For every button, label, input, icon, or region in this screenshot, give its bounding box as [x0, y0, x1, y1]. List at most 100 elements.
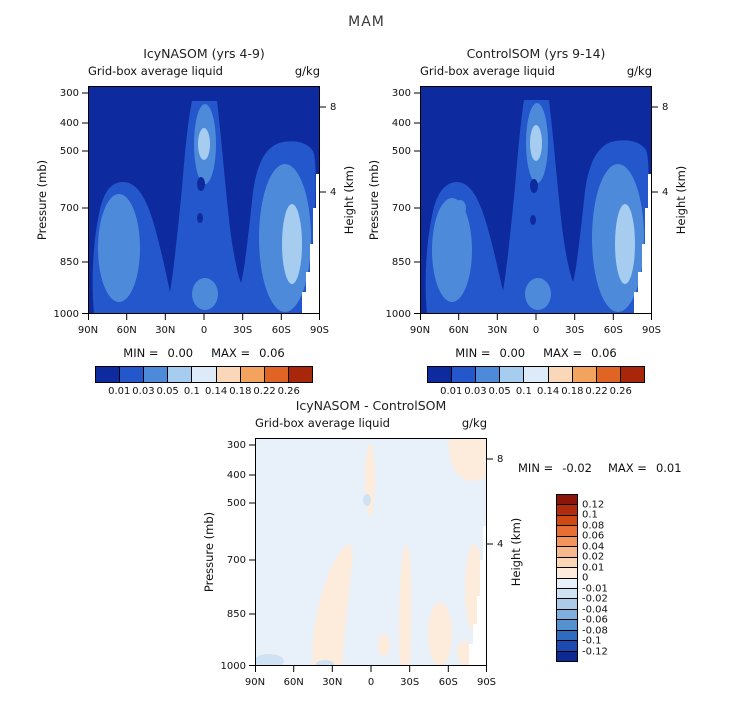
svg-text:30S: 30S — [233, 325, 252, 336]
svg-text:90N: 90N — [245, 677, 265, 688]
svg-text:500: 500 — [392, 146, 411, 157]
y-right-tick-labels: 8 4 — [330, 102, 336, 198]
svg-text:60N: 60N — [449, 325, 469, 336]
svg-text:90S: 90S — [477, 677, 496, 688]
y-right-ticks — [652, 106, 658, 193]
svg-text:700: 700 — [227, 555, 246, 566]
max-value: 0.06 — [259, 346, 285, 360]
svg-text:0: 0 — [533, 325, 539, 336]
svg-text:90S: 90S — [310, 325, 329, 336]
svg-text:700: 700 — [392, 203, 411, 214]
svg-text:8: 8 — [662, 102, 668, 113]
units-label: g/kg — [294, 64, 320, 78]
svg-text:0: 0 — [201, 325, 207, 336]
min-value: 0.00 — [499, 346, 526, 360]
panel-title-icynasom: IcyNASOM (yrs 4-9) — [143, 46, 265, 61]
stats-icynasom: MIN = 0.00 MAX = 0.06 — [88, 346, 320, 360]
panel-difference: IcyNASOM - ControlSOM Grid-box average l… — [200, 398, 530, 696]
height-axis-label: Height (km) — [342, 166, 356, 235]
min-label: MIN = — [123, 346, 159, 360]
min-value: 0.00 — [167, 346, 194, 360]
pressure-axis-label: Pressure (mb) — [35, 160, 49, 240]
svg-text:90N: 90N — [410, 325, 430, 336]
y-left-ticks — [414, 92, 420, 314]
min-label: MIN = — [455, 346, 491, 360]
panel-title-difference: IcyNASOM - ControlSOM — [295, 398, 447, 413]
contour-fills — [88, 86, 320, 314]
figure-title: MAM — [348, 14, 385, 30]
max-label: MAX = — [211, 346, 251, 360]
height-axis-label: Height (km) — [674, 166, 688, 235]
pressure-axis-label: Pressure (mb) — [202, 512, 216, 592]
svg-text:400: 400 — [227, 470, 246, 481]
y-right-tick-labels: 8 4 — [497, 454, 503, 550]
colorbar-labels-difference: 0.12 0.1 0.08 0.06 0.04 0.02 0.01 0 -0.01 -0.02 -0… — [582, 499, 608, 657]
contour-fills — [255, 438, 487, 666]
panel-icynasom: IcyNASOM (yrs 4-9) Grid-box average liqu… — [33, 46, 363, 400]
y-right-ticks — [320, 106, 326, 193]
svg-text:30S: 30S — [565, 325, 584, 336]
svg-text:850: 850 — [60, 257, 79, 268]
svg-text:60N: 60N — [284, 677, 304, 688]
svg-text:90N: 90N — [78, 325, 98, 336]
svg-text:500: 500 — [60, 146, 79, 157]
y-right-ticks — [487, 458, 493, 545]
stats-difference: MIN = -0.02 MAX = 0.01 — [518, 461, 682, 475]
svg-text:30N: 30N — [322, 677, 342, 688]
y-left-tick-labels: 300 400 500 700 850 1000 — [221, 440, 246, 672]
subtitle-row-difference: Grid-box average liquid g/kg — [255, 416, 487, 432]
x-tick-labels: 90N 60N 30N 0 30S 60S 90S — [78, 325, 329, 336]
svg-text:90S: 90S — [642, 325, 661, 336]
x-ticks — [255, 666, 487, 672]
y-left-tick-labels: 300 400 500 700 850 1000 — [54, 88, 79, 320]
x-tick-labels: 90N 60N 30N 0 30S 60S 90S — [410, 325, 661, 336]
svg-text:8: 8 — [497, 454, 503, 465]
height-axis-label: Height (km) — [509, 518, 523, 587]
svg-text:60N: 60N — [117, 325, 137, 336]
svg-text:30N: 30N — [155, 325, 175, 336]
units-label: g/kg — [461, 416, 487, 430]
subtitle-row-controlsom: Grid-box average liquid g/kg — [420, 64, 652, 80]
panel-title-controlsom: ControlSOM (yrs 9-14) — [466, 46, 606, 61]
contour-plot-icynasom: 300 400 500 700 850 1000 8 4 — [35, 86, 356, 336]
svg-text:700: 700 — [60, 203, 79, 214]
subtitle-row-icynasom: Grid-box average liquid g/kg — [88, 64, 320, 80]
stats-controlsom: MIN = 0.00 MAX = 0.06 — [420, 346, 652, 360]
max-value: 0.06 — [591, 346, 617, 360]
svg-text:60S: 60S — [604, 325, 623, 336]
svg-text:4: 4 — [330, 187, 336, 198]
field-label: Grid-box average liquid — [88, 64, 223, 78]
colorbar-difference — [556, 494, 578, 662]
svg-text:0: 0 — [368, 677, 374, 688]
colorbar-icynasom — [95, 366, 313, 383]
svg-text:850: 850 — [392, 257, 411, 268]
units-label: g/kg — [626, 64, 652, 78]
x-ticks — [88, 314, 320, 320]
svg-text:30N: 30N — [487, 325, 507, 336]
y-left-tick-labels: 300 400 500 700 850 1000 — [386, 88, 411, 320]
contour-plot-controlsom: 300 400 500 700 850 1000 8 4 — [367, 86, 688, 336]
svg-text:30S: 30S — [400, 677, 419, 688]
contour-fills — [420, 86, 652, 314]
field-label: Grid-box average liquid — [420, 64, 555, 78]
field-label: Grid-box average liquid — [255, 416, 390, 430]
svg-text:850: 850 — [227, 609, 246, 620]
svg-text:4: 4 — [497, 539, 503, 550]
svg-text:60S: 60S — [439, 677, 458, 688]
min-label: MIN = — [518, 461, 554, 475]
max-label: MAX = — [543, 346, 583, 360]
colorbar-controlsom — [427, 366, 645, 383]
x-ticks — [420, 314, 652, 320]
svg-text:1000: 1000 — [221, 661, 246, 672]
min-value: -0.02 — [562, 461, 592, 475]
pressure-axis-label: Pressure (mb) — [367, 160, 381, 240]
svg-text:60S: 60S — [272, 325, 291, 336]
colorbar-labels-icynasom: 0.01 0.03 0.05 0.1 0.14 0.18 0.22 0.26 — [108, 386, 300, 397]
y-right-tick-labels: 8 4 — [662, 102, 668, 198]
svg-text:400: 400 — [60, 118, 79, 129]
svg-text:4: 4 — [662, 187, 668, 198]
svg-text:400: 400 — [392, 118, 411, 129]
svg-text:1000: 1000 — [386, 309, 411, 320]
svg-text:1000: 1000 — [54, 309, 79, 320]
